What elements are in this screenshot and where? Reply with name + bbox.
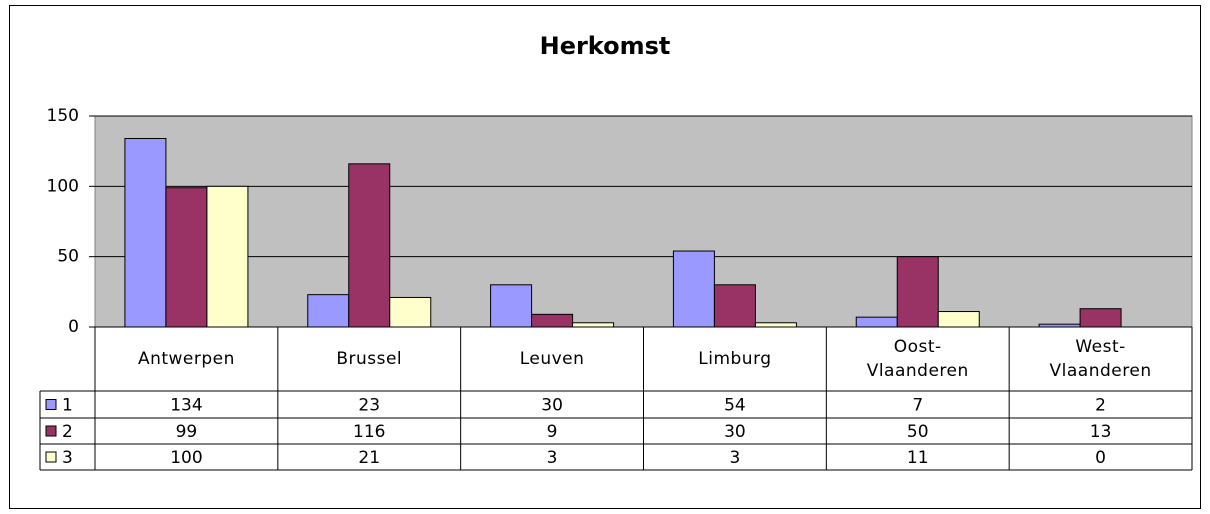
bar	[389, 296, 432, 328]
table-value: 23	[358, 396, 380, 416]
x-tick-label: Limburg	[644, 327, 827, 391]
bar	[124, 138, 167, 328]
legend-label: 1	[62, 396, 73, 416]
bar	[206, 185, 249, 328]
x-tick-label: Oost-Vlaanderen	[826, 327, 1009, 391]
legend-key	[45, 425, 57, 437]
table-value: 30	[541, 396, 563, 416]
y-tick-label: 50	[57, 247, 79, 267]
table-value: 7	[912, 396, 923, 416]
y-tick-label: 0	[68, 317, 79, 337]
bar	[531, 313, 574, 328]
bar	[165, 187, 208, 328]
y-tick-label: 150	[47, 106, 79, 126]
category-text: West-Vlaanderen	[1049, 337, 1152, 381]
category-text: Brussel	[336, 349, 403, 369]
category-text: Oost-Vlaanderen	[866, 337, 969, 381]
table-value: 54	[724, 396, 746, 416]
x-tick-label: Antwerpen	[95, 327, 278, 391]
bar	[713, 284, 756, 328]
legend-label: 3	[62, 448, 73, 468]
bar	[1079, 308, 1122, 328]
y-tick-label: 100	[47, 176, 79, 196]
table-value: 21	[358, 448, 380, 468]
chart-title: Herkomst	[540, 32, 671, 60]
x-tick-label: Brussel	[278, 327, 461, 391]
table-value: 116	[353, 422, 385, 442]
plot-area	[94, 115, 1193, 328]
table-value: 30	[724, 422, 746, 442]
table-value: 100	[170, 448, 202, 468]
bar	[307, 294, 350, 328]
bar	[896, 256, 939, 328]
category-text: Antwerpen	[137, 349, 235, 369]
bar	[937, 311, 980, 328]
legend-key	[45, 399, 57, 410]
x-tick-label: Leuven	[461, 327, 644, 391]
bar	[490, 284, 533, 328]
legend-key	[45, 451, 57, 463]
table-value: 9	[547, 422, 558, 442]
bar	[348, 163, 391, 328]
table-value: 13	[1090, 422, 1112, 442]
table-value: 0	[1095, 448, 1106, 468]
table-value: 134	[170, 396, 202, 416]
bar	[672, 250, 715, 328]
category-text: Leuven	[519, 349, 585, 369]
table-value: 3	[547, 448, 558, 468]
table-value: 50	[907, 422, 929, 442]
table-value: 2	[1095, 396, 1106, 416]
category-text: Limburg	[698, 349, 772, 369]
table-value: 3	[730, 448, 741, 468]
bar	[855, 316, 898, 328]
legend-label: 2	[62, 422, 73, 442]
table-value: 99	[176, 422, 198, 442]
x-tick-label: West-Vlaanderen	[1009, 327, 1192, 391]
table-value: 11	[907, 448, 929, 468]
